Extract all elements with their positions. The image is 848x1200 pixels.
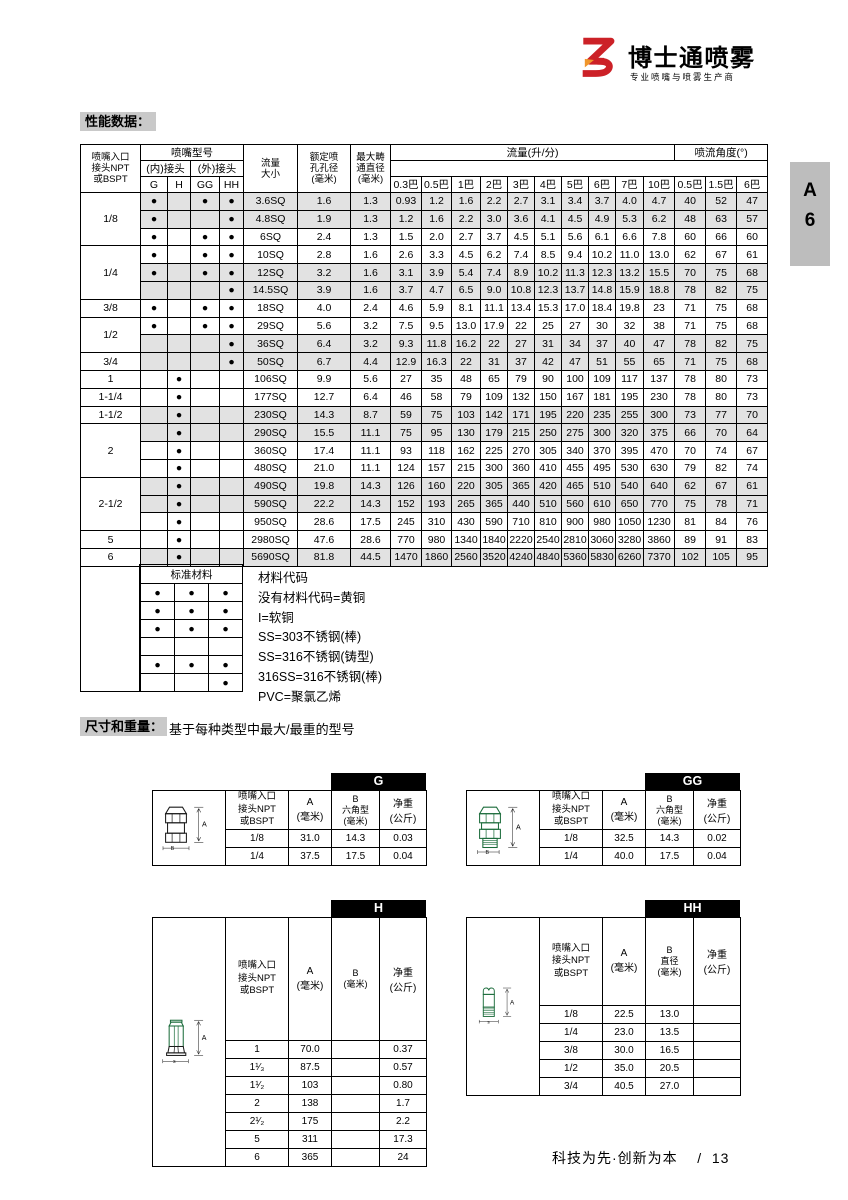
svg-text:A: A	[516, 823, 521, 831]
svg-text:A: A	[202, 821, 207, 829]
svg-text:B: B	[171, 846, 175, 852]
svg-text:A: A	[202, 1035, 207, 1042]
svg-text:s: s	[173, 1059, 176, 1065]
svg-text:B: B	[485, 850, 489, 854]
svg-text:A: A	[510, 1000, 515, 1007]
svg-text:s: s	[487, 1020, 490, 1025]
